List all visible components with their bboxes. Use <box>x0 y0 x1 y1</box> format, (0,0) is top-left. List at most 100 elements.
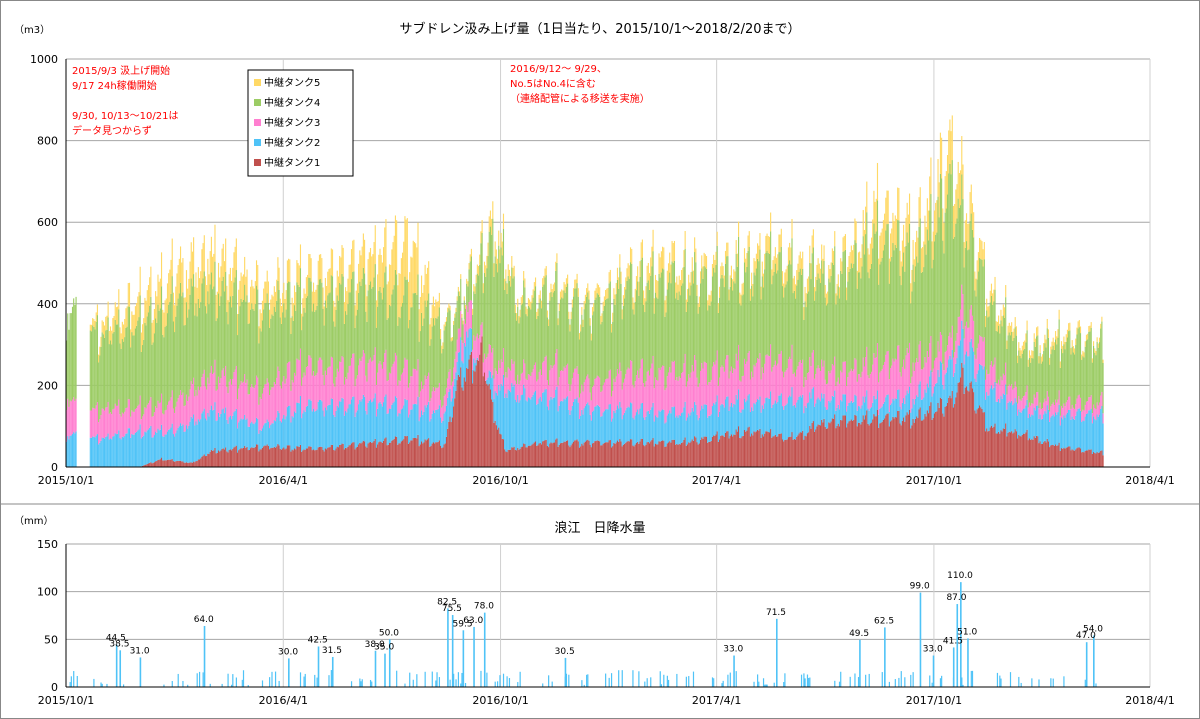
stack-segment-1 <box>564 441 566 467</box>
stack-segment-2 <box>209 409 211 452</box>
stack-segment-5 <box>738 221 740 237</box>
stack-segment-2 <box>388 408 391 443</box>
stack-segment-5 <box>834 231 836 247</box>
stack-segment-5 <box>512 267 514 279</box>
stack-segment-4 <box>393 285 395 362</box>
stack-segment-3 <box>140 419 142 439</box>
stack-segment-4 <box>1050 354 1052 407</box>
stack-segment-3 <box>1077 395 1079 409</box>
stack-segment-5 <box>976 260 978 280</box>
stack-segment-5 <box>105 316 107 331</box>
stack-segment-4 <box>685 311 687 387</box>
stack-segment-3 <box>488 344 490 371</box>
stack-segment-1 <box>280 449 283 467</box>
stack-segment-5 <box>922 247 924 272</box>
stack-segment-1 <box>156 461 158 467</box>
stack-segment-1 <box>422 443 424 467</box>
stack-segment-2 <box>704 404 706 437</box>
stack-segment-1 <box>925 416 927 467</box>
stack-segment-3 <box>967 327 969 357</box>
stack-segment-1 <box>755 431 757 467</box>
stack-segment-5 <box>716 231 718 246</box>
top-y-tick-label: 800 <box>37 135 58 148</box>
stack-segment-5 <box>240 272 242 299</box>
stack-segment-5 <box>789 242 791 261</box>
stack-segment-2 <box>1084 416 1086 451</box>
stack-segment-3 <box>386 381 388 414</box>
stack-segment-5 <box>719 286 721 298</box>
stack-segment-1 <box>261 447 264 467</box>
rain-bar <box>316 677 318 687</box>
stack-segment-4 <box>1038 363 1040 409</box>
stack-segment-4 <box>1094 352 1096 409</box>
stack-segment-2 <box>99 442 101 467</box>
stack-segment-4 <box>1065 341 1067 403</box>
stack-segment-5 <box>236 314 239 336</box>
stack-segment-1 <box>809 425 811 467</box>
stack-segment-1 <box>830 421 832 467</box>
stack-segment-4 <box>802 268 804 360</box>
stack-segment-2 <box>400 409 402 442</box>
stack-segment-4 <box>153 333 155 413</box>
stack-segment-1 <box>1013 432 1015 467</box>
stack-segment-1 <box>1008 431 1010 467</box>
stack-segment-2 <box>226 419 228 452</box>
stack-segment-4 <box>821 260 823 360</box>
stack-segment-5 <box>942 208 944 241</box>
stack-segment-5 <box>336 270 338 296</box>
stack-segment-5 <box>1081 354 1083 360</box>
stack-segment-4 <box>151 344 153 417</box>
stack-segment-2 <box>219 416 221 452</box>
stack-segment-1 <box>397 444 399 467</box>
stack-segment-1 <box>563 441 565 467</box>
stack-segment-5 <box>305 277 307 298</box>
stack-segment-1 <box>378 442 380 467</box>
stack-segment-3 <box>347 372 349 409</box>
stack-segment-4 <box>252 308 254 388</box>
stack-segment-2 <box>367 402 369 444</box>
stack-segment-2 <box>799 395 801 433</box>
stack-segment-3 <box>1018 395 1020 410</box>
stack-segment-3 <box>818 368 820 400</box>
rain-bar <box>581 680 583 687</box>
stack-segment-4 <box>482 293 484 363</box>
stack-segment-3 <box>499 367 501 391</box>
stack-segment-4 <box>289 282 291 362</box>
stack-segment-3 <box>101 408 103 438</box>
stack-segment-4 <box>145 325 147 409</box>
stack-segment-3 <box>643 383 645 418</box>
stack-segment-3 <box>834 356 836 391</box>
rain-bar <box>371 681 373 687</box>
stack-segment-2 <box>647 410 649 442</box>
stack-segment-2 <box>821 393 823 420</box>
stack-segment-3 <box>381 368 383 407</box>
stack-segment-3 <box>1031 403 1033 415</box>
stack-segment-5 <box>322 287 324 309</box>
stack-segment-2 <box>368 400 370 443</box>
stack-segment-4 <box>506 293 508 378</box>
stack-segment-1 <box>685 445 687 467</box>
stack-segment-5 <box>545 266 547 276</box>
stack-segment-3 <box>534 362 537 391</box>
stack-segment-5 <box>809 245 811 263</box>
stack-segment-1 <box>662 440 664 467</box>
stack-segment-1 <box>829 423 831 467</box>
stack-segment-1 <box>686 444 689 467</box>
stack-segment-3 <box>702 368 704 409</box>
stack-segment-3 <box>755 362 757 403</box>
stack-segment-2 <box>100 440 102 467</box>
stack-segment-2 <box>844 394 846 416</box>
stack-segment-1 <box>1025 432 1027 467</box>
stack-segment-1 <box>283 447 285 467</box>
stack-segment-1 <box>187 462 189 467</box>
stack-segment-5 <box>799 251 801 269</box>
stack-segment-4 <box>340 284 342 363</box>
stack-segment-4 <box>390 306 392 374</box>
stack-segment-1 <box>629 439 632 467</box>
stack-segment-5 <box>94 320 96 330</box>
stack-segment-1 <box>504 449 506 467</box>
stack-segment-1 <box>728 438 730 467</box>
stack-segment-3 <box>257 377 259 420</box>
stack-segment-3 <box>673 360 676 407</box>
stack-segment-2 <box>223 413 226 450</box>
